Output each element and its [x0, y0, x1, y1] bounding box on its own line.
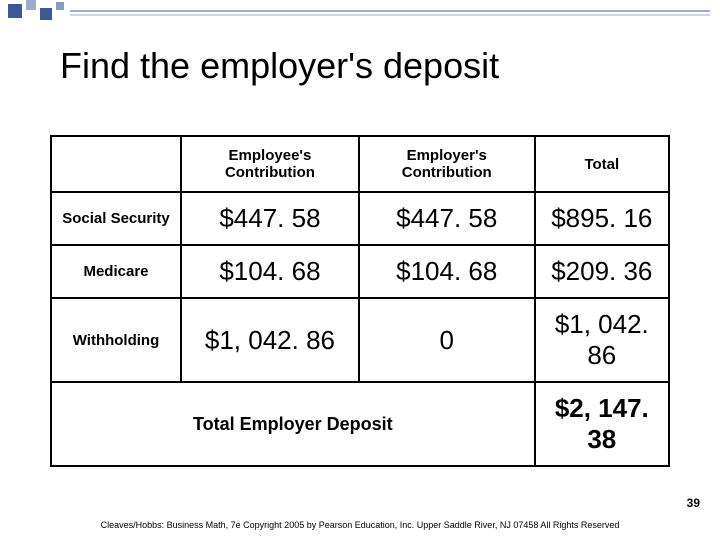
cell-value: $1, 042. 86: [535, 298, 669, 382]
header-blank: [51, 136, 181, 192]
cell-value: $104. 68: [359, 245, 535, 298]
row-label-medicare: Medicare: [51, 245, 181, 298]
page-number: 39: [687, 496, 700, 510]
cell-value: $447. 58: [181, 192, 359, 245]
deposit-table: Employee's Contribution Employer's Contr…: [50, 135, 670, 467]
table-header-row: Employee's Contribution Employer's Contr…: [51, 136, 669, 192]
cell-value: $895. 16: [535, 192, 669, 245]
slide-title: Find the employer's deposit: [60, 45, 499, 87]
footer-label: Total Employer Deposit: [51, 382, 535, 466]
table-row: Withholding $1, 042. 86 0 $1, 042. 86: [51, 298, 669, 382]
copyright-text: Cleaves/Hobbs: Business Math, 7e Copyrig…: [0, 520, 720, 530]
cell-value: $447. 58: [359, 192, 535, 245]
cell-value: 0: [359, 298, 535, 382]
deposit-table-container: Employee's Contribution Employer's Contr…: [50, 135, 670, 467]
cell-value: $104. 68: [181, 245, 359, 298]
table-footer-row: Total Employer Deposit $2, 147. 38: [51, 382, 669, 466]
cell-value: $209. 36: [535, 245, 669, 298]
table-row: Social Security $447. 58 $447. 58 $895. …: [51, 192, 669, 245]
header-employer-contribution: Employer's Contribution: [359, 136, 535, 192]
header-employee-contribution: Employee's Contribution: [181, 136, 359, 192]
cell-value: $1, 042. 86: [181, 298, 359, 382]
footer-total: $2, 147. 38: [535, 382, 669, 466]
row-label-social-security: Social Security: [51, 192, 181, 245]
header-total: Total: [535, 136, 669, 192]
slide-top-decoration: [0, 0, 720, 30]
table-row: Medicare $104. 68 $104. 68 $209. 36: [51, 245, 669, 298]
row-label-withholding: Withholding: [51, 298, 181, 382]
